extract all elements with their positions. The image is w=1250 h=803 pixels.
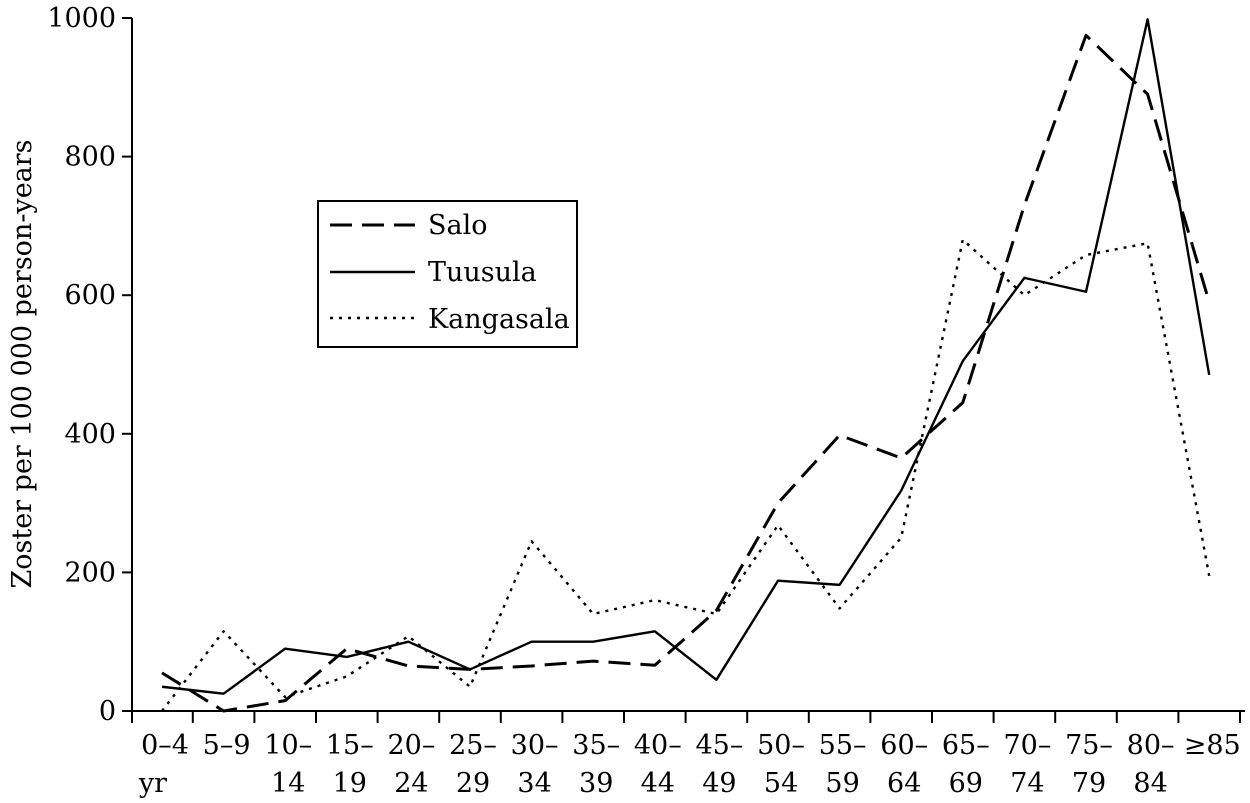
x-tick-label-line2: 49	[702, 768, 736, 799]
x-tick-label-line2: 24	[394, 768, 428, 799]
x-ticks: 0–4 yr 5–9 10– 14 15– 19 20– 24 25– 29 30– 34 35– 39 40…	[131, 711, 1241, 799]
x-tick-label-line2: 39	[579, 768, 613, 799]
x-tick-label-line2: yr	[138, 768, 167, 799]
x-tick-label-line2: 29	[456, 768, 490, 799]
x-tick-label: 35–	[572, 730, 620, 761]
x-tick-label-line2: 59	[825, 768, 859, 799]
legend-box	[317, 200, 578, 348]
x-tick-label-line2: 34	[517, 768, 551, 799]
legend-label-tuusula: Tuusula	[428, 257, 537, 288]
y-tick-label: 600	[64, 280, 116, 311]
x-tick-label: 20–	[387, 730, 435, 761]
x-tick-label-line2: 84	[1133, 768, 1167, 799]
y-tick-label: 200	[64, 557, 116, 588]
x-tick-label-line2: 54	[764, 768, 798, 799]
x-tick-label: 65–	[942, 730, 990, 761]
series-line-kangasala	[161, 238, 1211, 712]
x-tick-label: 30–	[511, 730, 559, 761]
x-tick-label: 5–9	[203, 730, 251, 761]
x-tick-label: 0–4	[141, 730, 189, 761]
x-tick-label: 55–	[819, 730, 867, 761]
series-lines	[161, 18, 1211, 713]
x-tick-label-line2: 69	[949, 768, 983, 799]
axes	[131, 18, 1245, 712]
x-tick-label: 70–	[1003, 730, 1051, 761]
x-tick-label-line2: 64	[887, 768, 921, 799]
x-tick-label: 80–	[1127, 730, 1175, 761]
x-tick-label-line2: 19	[333, 768, 367, 799]
series-line-tuusula	[161, 18, 1211, 695]
x-tick-label: 15–	[326, 730, 374, 761]
series-line-salo	[161, 33, 1211, 713]
x-tick-label-line2: 79	[1072, 768, 1106, 799]
x-tick-label-line2: 74	[1010, 768, 1044, 799]
y-tick-label: 400	[64, 419, 116, 450]
x-tick-label-line2: 44	[641, 768, 675, 799]
y-tick-label: 1000	[47, 3, 116, 34]
x-tick-label: 10–	[264, 730, 312, 761]
x-tick-label-line2: 14	[271, 768, 305, 799]
x-tick-label: 50–	[757, 730, 805, 761]
legend-label-kangasala: Kangasala	[428, 304, 570, 335]
y-axis-title: Zoster per 100 000 person-years	[7, 139, 38, 588]
legend-label-salo: Salo	[428, 210, 487, 241]
x-tick-label: ≥85	[1184, 730, 1241, 761]
x-tick-label: 25–	[449, 730, 497, 761]
x-tick-label: 60–	[880, 730, 928, 761]
x-tick-label: 45–	[695, 730, 743, 761]
y-tick-label: 0	[99, 696, 116, 727]
x-tick-label: 40–	[634, 730, 682, 761]
y-ticks: 0 200 400 600 800 1000	[47, 3, 132, 727]
x-tick-label: 75–	[1065, 730, 1113, 761]
y-tick-label: 800	[64, 142, 116, 173]
legend: Salo Tuusula Kangasala	[317, 200, 578, 348]
